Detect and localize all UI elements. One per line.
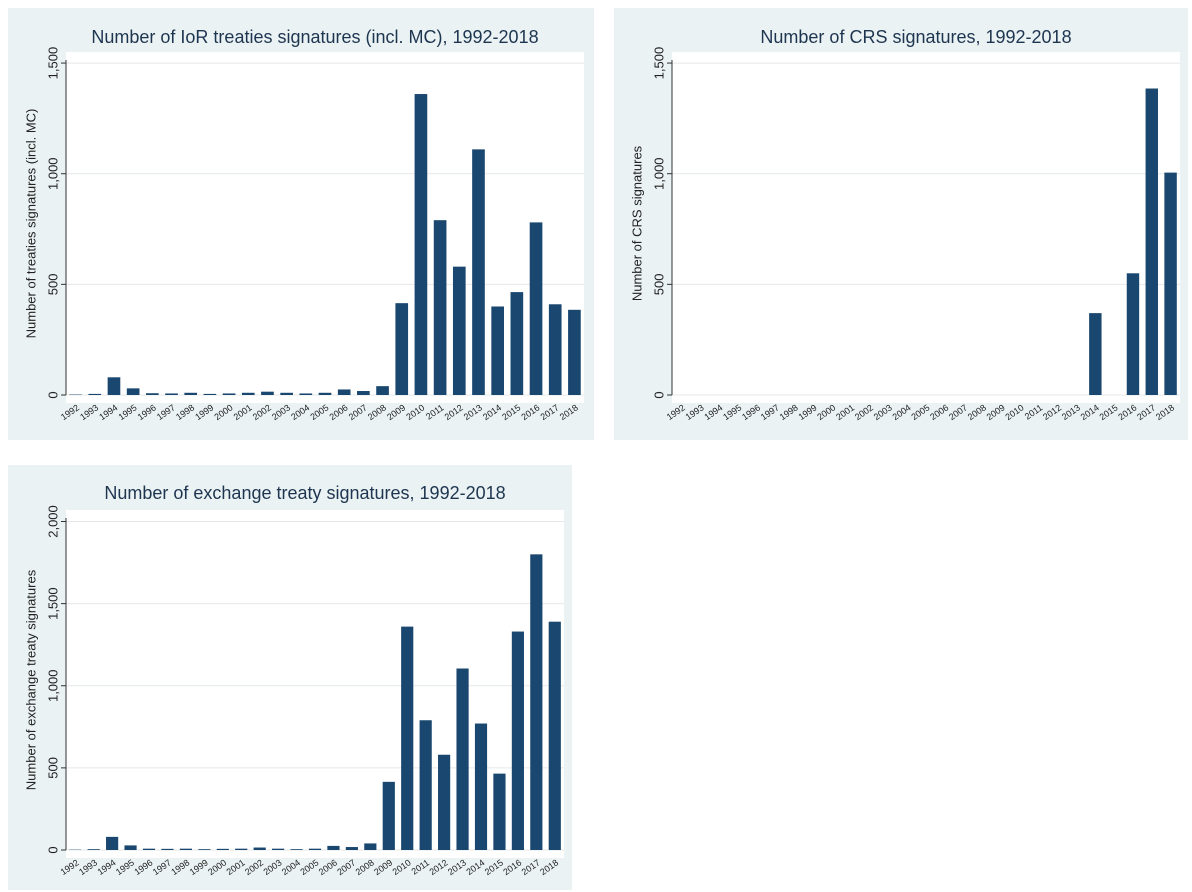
plot-area (66, 52, 584, 403)
bar (1145, 88, 1158, 395)
bar (290, 849, 303, 850)
bar (401, 626, 414, 850)
bar (88, 393, 102, 395)
bar (106, 836, 119, 850)
bar (161, 848, 174, 850)
bar (414, 94, 428, 395)
bar (452, 266, 466, 395)
bar (222, 393, 236, 395)
bar (1164, 172, 1177, 395)
y-tick-label: 1,500 (651, 47, 666, 80)
bar (107, 377, 121, 395)
bar (179, 848, 192, 850)
bar (203, 393, 217, 395)
bar (87, 849, 100, 850)
y-tick-label: 1,000 (45, 669, 60, 702)
bar (337, 389, 351, 395)
bar (474, 723, 488, 850)
y-tick-label: 1,500 (45, 587, 60, 620)
y-tick-label: 500 (45, 274, 60, 296)
y-tick-label: 1,000 (651, 157, 666, 190)
chart-title: Number of exchange treaty signatures, 19… (104, 483, 505, 503)
bar (529, 222, 543, 395)
plot-area (672, 52, 1180, 403)
bar (1089, 313, 1102, 395)
bar (511, 631, 524, 850)
bar (280, 392, 293, 395)
bar (299, 393, 313, 395)
bar (456, 668, 469, 850)
bar (198, 849, 211, 850)
plot-area (66, 510, 564, 858)
y-axis-label: Number of CRS signatures (629, 145, 644, 301)
bar (126, 388, 140, 395)
bar (241, 392, 255, 395)
bar (364, 843, 377, 850)
y-tick-label: 500 (45, 757, 60, 779)
bar (216, 848, 229, 850)
y-tick-label: 1,500 (45, 47, 60, 80)
bar (327, 845, 340, 850)
y-axis-label: Number of exchange treaty signatures (23, 569, 38, 790)
bar (345, 847, 358, 850)
bar (184, 392, 198, 395)
chart-title: Number of IoR treaties signatures (incl.… (91, 27, 538, 47)
bar (165, 393, 178, 395)
y-tick-label: 0 (45, 391, 60, 398)
bar (318, 392, 332, 395)
bar (253, 847, 266, 850)
y-tick-label: 2,000 (45, 505, 60, 538)
bar (142, 848, 156, 850)
bar (357, 391, 370, 395)
bar (308, 848, 322, 850)
bar (548, 621, 561, 850)
bar (568, 309, 581, 395)
bar (433, 220, 447, 395)
bar (510, 292, 524, 395)
y-tick-label: 500 (651, 274, 666, 296)
y-tick-label: 1,000 (45, 157, 60, 190)
y-axis-label: Number of treaties signatures (incl. MC) (23, 109, 38, 339)
y-tick-label: 0 (45, 846, 60, 853)
y-tick-label: 0 (651, 391, 666, 398)
bar (235, 848, 248, 850)
bar (548, 304, 562, 395)
bar (376, 386, 389, 395)
bar (382, 781, 395, 850)
bar (419, 720, 432, 850)
bar (491, 306, 504, 395)
bar (261, 391, 274, 395)
bar (395, 303, 409, 395)
chart-title: Number of CRS signatures, 1992-2018 (760, 27, 1071, 47)
bar (146, 393, 159, 395)
bar (493, 773, 506, 850)
bar (472, 149, 485, 395)
bar (124, 845, 137, 850)
bar (1126, 273, 1140, 395)
bar (272, 848, 285, 850)
bar (530, 554, 543, 850)
bar (438, 754, 451, 850)
